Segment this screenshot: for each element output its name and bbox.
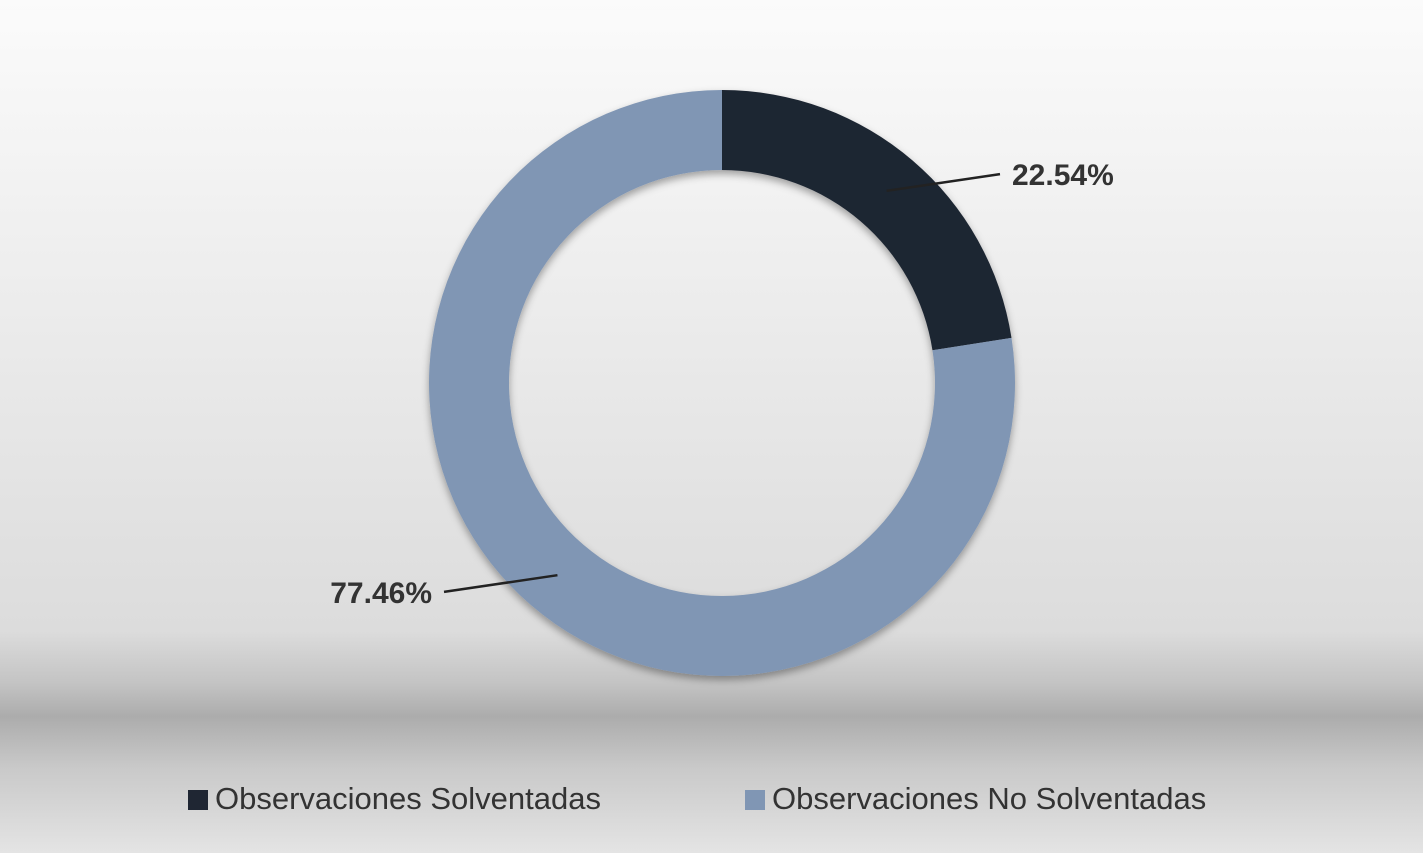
leader-line xyxy=(443,573,558,594)
data-label: 77.46% xyxy=(330,577,432,610)
legend-label: Observaciones Solventadas xyxy=(215,781,601,816)
leader-line xyxy=(886,172,1001,193)
legend-swatch xyxy=(188,790,208,810)
donut xyxy=(428,90,1016,677)
slice xyxy=(722,90,1012,351)
legend-label: Observaciones No Solventadas xyxy=(772,781,1206,816)
data-label: 22.54% xyxy=(1012,159,1114,192)
legend-swatch xyxy=(745,790,765,810)
